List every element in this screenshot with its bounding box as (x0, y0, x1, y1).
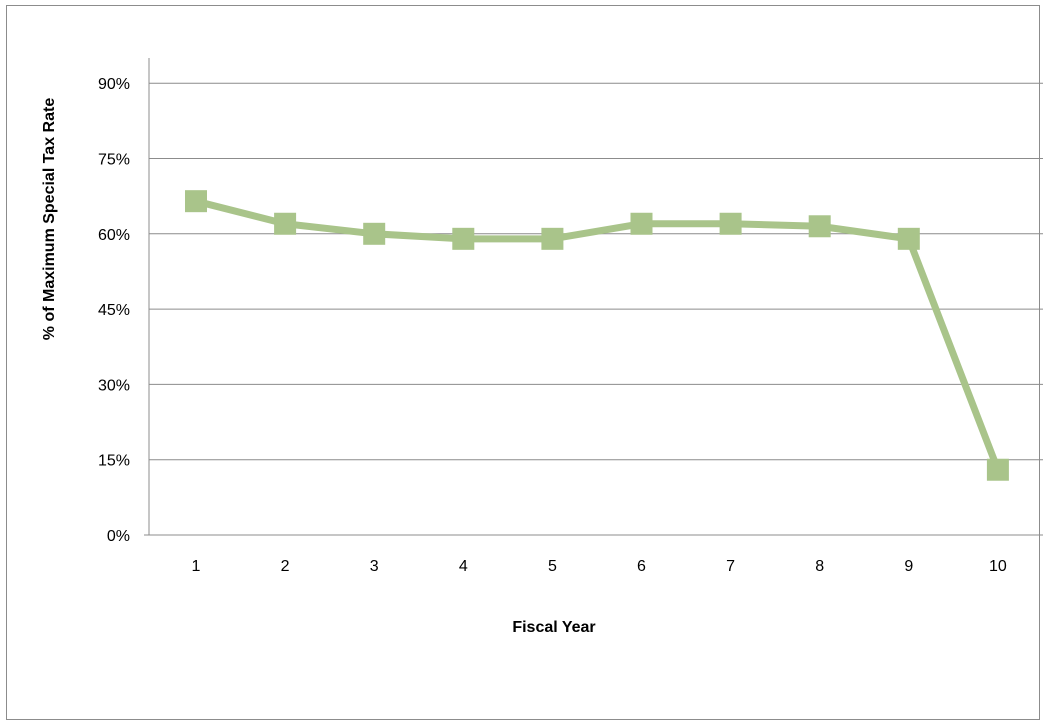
data-point-3 (363, 222, 386, 245)
x-tick-labels: 1 2 3 4 5 6 7 8 9 10 (192, 558, 1007, 575)
data-point-7 (719, 212, 742, 235)
x-tick-label-6: 6 (637, 558, 646, 575)
data-point-6 (630, 212, 653, 235)
series-line-0 (192, 197, 1002, 474)
y-axis-title: % of Maximum Special Tax Rate (41, 98, 58, 341)
data-series (185, 190, 1009, 481)
data-point-5 (541, 227, 564, 250)
y-tick-label-0: 0% (107, 528, 130, 545)
x-tick-label-5: 5 (548, 558, 557, 575)
y-tick-label-90: 90% (98, 76, 130, 93)
x-tick-label-9: 9 (904, 558, 913, 575)
x-tick-label-8: 8 (815, 558, 824, 575)
y-tick-label-30: 30% (98, 377, 130, 394)
x-tick-label-7: 7 (726, 558, 735, 575)
data-point-8 (808, 215, 831, 238)
axes (144, 58, 1043, 536)
x-tick-label-10: 10 (989, 558, 1007, 575)
data-point-4 (452, 227, 475, 250)
chart-frame (6, 5, 1040, 720)
x-tick-label-4: 4 (459, 558, 468, 575)
data-point-1 (185, 190, 207, 213)
x-axis-title: Fiscal Year (512, 619, 595, 636)
x-tick-label-3: 3 (370, 558, 379, 575)
y-tick-label-45: 45% (98, 302, 130, 319)
y-tick-label-75: 75% (98, 152, 130, 169)
x-tick-label-1: 1 (192, 558, 201, 575)
data-point-2 (274, 212, 297, 235)
data-point-9 (897, 227, 920, 250)
x-tick-label-2: 2 (281, 558, 290, 575)
data-point-10 (986, 458, 1009, 481)
y-tick-label-60: 60% (98, 227, 130, 244)
y-tick-label-15: 15% (98, 453, 130, 470)
y-tick-labels: 0% 15% 30% 45% 60% 75% 90% (98, 76, 130, 545)
gridlines (149, 82, 1043, 461)
